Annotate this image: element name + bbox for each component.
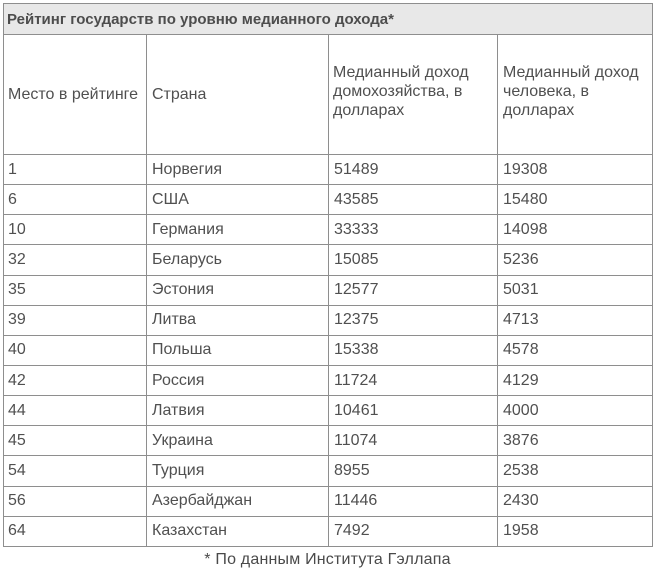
cell-country: США [146, 184, 329, 216]
cell-household-income: 11446 [328, 485, 498, 517]
table-title: Рейтинг государств по уровню медианного … [2, 3, 654, 35]
table-row: 32 Беларусь 15085 5236 [3, 244, 654, 276]
cell-country: Россия [146, 364, 329, 397]
cell-household-income: 7492 [328, 515, 498, 547]
cell-rank: 45 [3, 425, 147, 457]
table-row: 39 Литва 12375 4713 [3, 304, 654, 336]
table-row: 1 Норвегия 51489 19308 [3, 153, 654, 186]
cell-household-income: 15338 [328, 334, 498, 366]
table-row: 6 США 43585 15480 [3, 184, 654, 216]
cell-country: Литва [146, 304, 329, 336]
cell-person-income: 5236 [496, 244, 654, 276]
table-header-row: Место в рейтинге Страна Медианный доход … [3, 34, 654, 155]
cell-rank: 10 [3, 214, 147, 246]
cell-country: Азербайджан [146, 485, 329, 517]
cell-household-income: 43585 [328, 184, 498, 216]
table-row: 10 Германия 33333 14098 [3, 214, 654, 246]
cell-country: Турция [146, 455, 329, 487]
table-row: 45 Украина 11074 3876 [3, 425, 654, 457]
cell-household-income: 8955 [328, 455, 498, 487]
cell-country: Норвегия [146, 153, 329, 186]
cell-person-income: 4000 [496, 395, 654, 427]
cell-person-income: 4713 [496, 304, 654, 336]
table-title-row: Рейтинг государств по уровню медианного … [2, 3, 654, 35]
cell-country: Латвия [146, 395, 329, 427]
cell-rank: 39 [3, 304, 147, 336]
cell-household-income: 15085 [328, 244, 498, 276]
cell-country: Казахстан [146, 515, 329, 547]
table-row: 35 Эстония 12577 5031 [3, 274, 654, 306]
cell-household-income: 11074 [328, 425, 498, 457]
cell-rank: 35 [3, 274, 147, 306]
cell-person-income: 19308 [496, 153, 654, 186]
cell-household-income: 11724 [328, 364, 498, 397]
cell-rank: 44 [3, 395, 147, 427]
source-footnote: * По данным Института Гэллапа [204, 551, 451, 568]
income-rating-table: Рейтинг государств по уровню медианного … [2, 3, 654, 547]
cell-rank: 64 [3, 515, 147, 547]
table-row: 42 Россия 11724 4129 [3, 364, 654, 397]
table-row: 54 Турция 8955 2538 [3, 455, 654, 487]
cell-person-income: 4578 [496, 334, 654, 366]
cell-rank: 56 [3, 485, 147, 517]
cell-rank: 40 [3, 334, 147, 366]
cell-household-income: 12577 [328, 274, 498, 306]
cell-person-income: 1958 [496, 515, 654, 547]
cell-person-income: 5031 [496, 274, 654, 306]
cell-household-income: 12375 [328, 304, 498, 336]
cell-person-income: 3876 [496, 425, 654, 457]
header-rank: Место в рейтинге [3, 34, 147, 155]
cell-country: Украина [146, 425, 329, 457]
table-row: 44 Латвия 10461 4000 [3, 395, 654, 427]
cell-rank: 1 [3, 153, 147, 186]
cell-rank: 6 [3, 184, 147, 216]
cell-person-income: 2430 [496, 485, 654, 517]
cell-rank: 54 [3, 455, 147, 487]
cell-household-income: 33333 [328, 214, 498, 246]
cell-person-income: 15480 [496, 184, 654, 216]
cell-country: Беларусь [146, 244, 329, 276]
cell-household-income: 51489 [328, 153, 498, 186]
cell-country: Эстония [146, 274, 329, 306]
table-row: 56 Азербайджан 11446 2430 [3, 485, 654, 517]
cell-rank: 42 [3, 364, 147, 397]
table-row: 40 Польша 15338 4578 [3, 334, 654, 366]
cell-person-income: 4129 [496, 364, 654, 397]
cell-country: Германия [146, 214, 329, 246]
cell-household-income: 10461 [328, 395, 498, 427]
cell-country: Польша [146, 334, 329, 366]
income-rating-table-wrapper: Рейтинг государств по уровню медианного … [2, 3, 654, 547]
cell-person-income: 2538 [496, 455, 654, 487]
cell-person-income: 14098 [496, 214, 654, 246]
header-country: Страна [146, 34, 329, 155]
header-household-income: Медианный доход домохозяйства, в доллара… [328, 34, 498, 155]
table-row: 64 Казахстан 7492 1958 [3, 515, 654, 547]
cell-rank: 32 [3, 244, 147, 276]
header-person-income: Медианный доход человека, в долларах [496, 34, 654, 155]
